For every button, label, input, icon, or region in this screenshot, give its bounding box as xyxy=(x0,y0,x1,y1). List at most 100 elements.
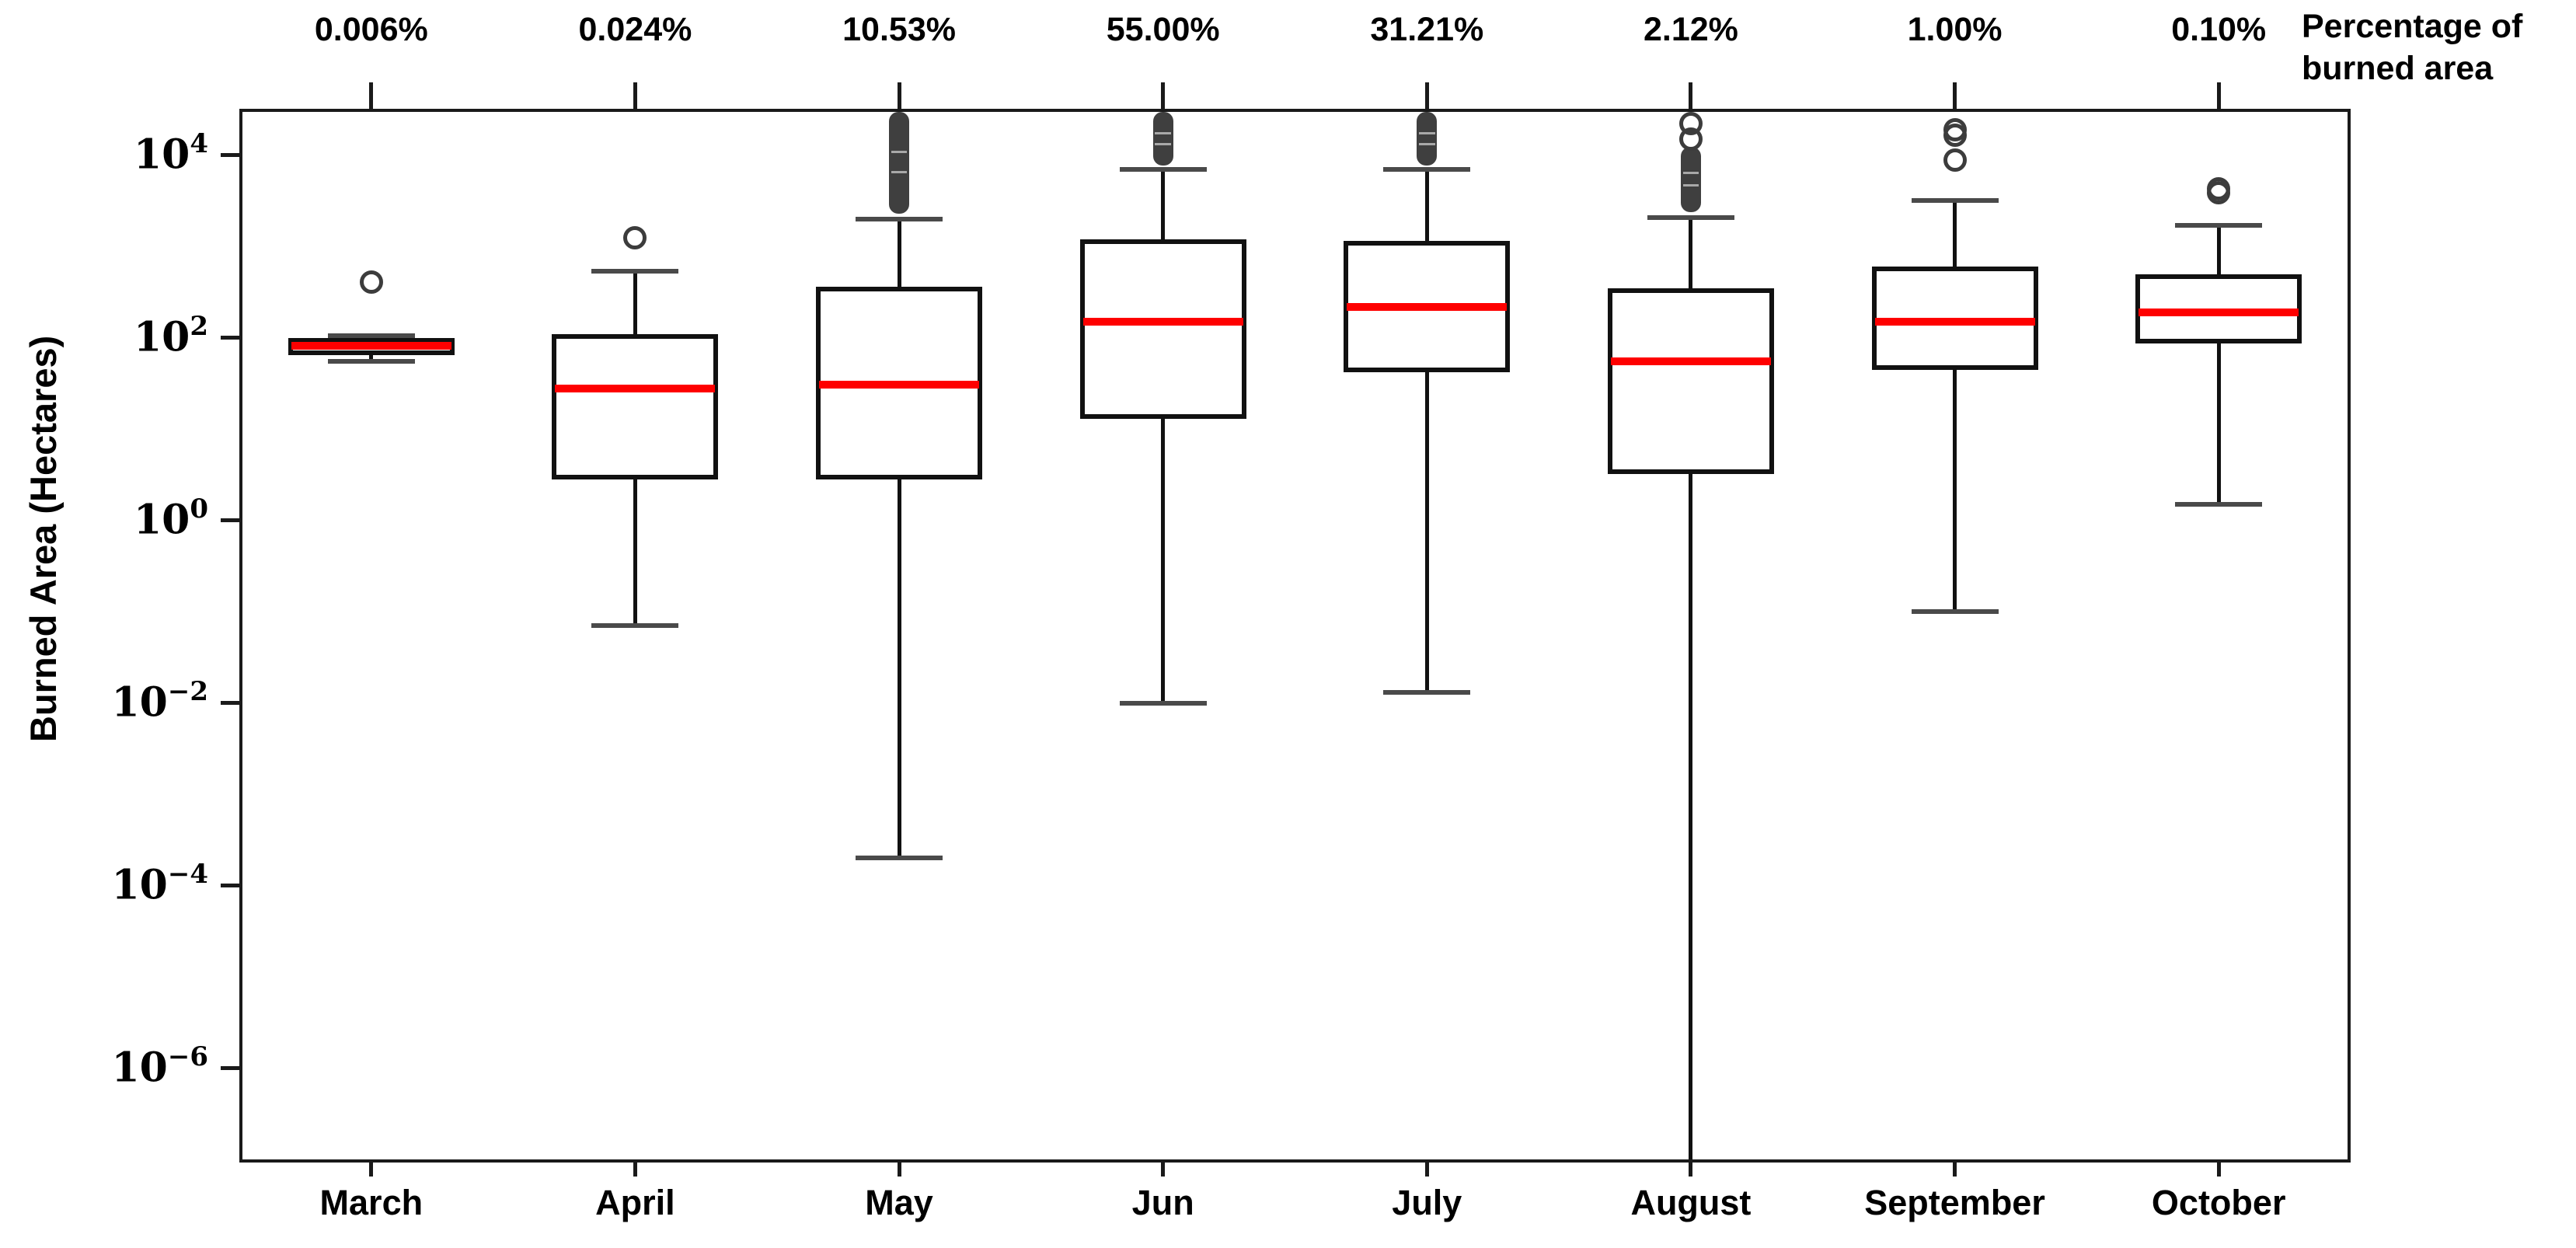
outlier-point xyxy=(1678,127,1703,152)
median-line xyxy=(1347,302,1508,311)
upper-whisker-cap xyxy=(2175,223,2263,228)
cluster-gap xyxy=(1155,142,1172,145)
upper-whisker xyxy=(897,219,901,288)
lower-whisker xyxy=(633,479,637,626)
y-tick xyxy=(221,153,239,158)
y-tick xyxy=(221,701,239,706)
upper-whisker xyxy=(1953,200,1957,267)
x-tick xyxy=(1689,1159,1693,1177)
outlier-cluster xyxy=(1152,111,1173,166)
lower-whisker xyxy=(2216,343,2221,505)
median-line xyxy=(2139,309,2299,317)
median-line xyxy=(555,384,716,392)
lower-whisker xyxy=(1689,474,1693,1159)
x-tick xyxy=(1953,1159,1957,1177)
x-tick xyxy=(369,1159,374,1177)
y-tick-label: 102 xyxy=(133,310,208,361)
outlier-cluster xyxy=(889,111,910,214)
y-tick-label: 10−6 xyxy=(111,1041,208,1091)
outlier-point xyxy=(1943,148,1967,173)
x-tick xyxy=(2216,1159,2221,1177)
x-tick-label-august: August xyxy=(1630,1183,1752,1222)
cluster-gap xyxy=(1418,142,1435,145)
outlier-cluster xyxy=(1680,146,1701,212)
iqr-box xyxy=(1079,239,1246,419)
lower-whisker xyxy=(1953,369,1957,612)
upper-whisker-cap xyxy=(1647,214,1734,220)
percent-label: 0.10% xyxy=(2171,11,2267,48)
lower-whisker-cap xyxy=(591,623,679,629)
x-tick-label-april: April xyxy=(595,1183,675,1222)
x-tick xyxy=(1161,1159,1166,1177)
x-tick xyxy=(897,1159,901,1177)
y-tick xyxy=(221,518,239,523)
percent-label: 0.024% xyxy=(578,11,692,48)
lower-whisker-cap xyxy=(1383,690,1471,695)
outlier-point xyxy=(1943,124,1967,148)
cluster-gap xyxy=(1418,131,1435,134)
upper-whisker-cap xyxy=(1383,167,1471,173)
upper-whisker-cap xyxy=(1911,198,1999,204)
x-tick xyxy=(1424,1159,1429,1177)
outlier-point xyxy=(2207,180,2231,204)
upper-whisker xyxy=(1424,169,1429,242)
percent-label: 2.12% xyxy=(1643,11,1738,48)
percent-tick xyxy=(369,82,374,109)
outlier-point xyxy=(359,270,383,294)
iqr-box xyxy=(1607,288,1774,475)
percent-tick xyxy=(897,82,901,109)
outlier-point xyxy=(623,225,647,249)
cluster-gap xyxy=(1682,171,1699,174)
median-line xyxy=(1082,318,1243,326)
percent-label: 10.53% xyxy=(842,11,956,48)
upper-whisker-cap xyxy=(591,268,679,274)
y-tick xyxy=(221,884,239,888)
x-tick-label-september: September xyxy=(1864,1183,2045,1222)
percent-label: 0.006% xyxy=(314,11,428,48)
upper-whisker-cap xyxy=(1119,167,1207,173)
lower-whisker-cap xyxy=(1911,609,1999,615)
lower-whisker-cap xyxy=(856,856,943,861)
x-tick xyxy=(633,1159,637,1177)
x-tick-label-may: May xyxy=(865,1183,933,1222)
upper-whisker xyxy=(1161,169,1166,240)
percent-tick xyxy=(1953,82,1957,109)
percent-label: 1.00% xyxy=(1907,11,2003,48)
percent-tick xyxy=(633,82,637,109)
percent-label: 55.00% xyxy=(1106,11,1220,48)
lower-whisker-cap xyxy=(1119,700,1207,706)
percent-tick xyxy=(1689,82,1693,109)
y-tick-label: 104 xyxy=(133,127,208,179)
x-tick-label-october: October xyxy=(2151,1183,2286,1222)
x-tick-label-march: March xyxy=(319,1183,424,1222)
percentage-legend-line1: Percentage of xyxy=(2302,8,2523,45)
upper-whisker xyxy=(2216,225,2221,274)
x-tick-label-july: July xyxy=(1392,1183,1462,1222)
upper-whisker xyxy=(1689,217,1693,288)
y-axis-title: Burned Area (Hectares) xyxy=(23,335,64,742)
percent-tick xyxy=(1424,82,1429,109)
median-line xyxy=(1610,357,1771,366)
y-tick-label: 10−4 xyxy=(111,858,208,908)
iqr-box xyxy=(552,333,719,480)
cluster-gap xyxy=(891,150,908,153)
percent-tick xyxy=(1161,82,1166,109)
cluster-gap xyxy=(1682,184,1699,187)
y-tick-label: 10−2 xyxy=(111,675,208,726)
plot-frame xyxy=(239,109,2351,1163)
lower-whisker-cap xyxy=(2175,502,2263,507)
lower-whisker xyxy=(897,479,901,859)
percent-label: 31.21% xyxy=(1370,11,1484,48)
y-tick-label: 100 xyxy=(133,493,208,544)
upper-whisker-cap xyxy=(856,217,943,221)
cluster-gap xyxy=(1155,131,1172,134)
cluster-gap xyxy=(891,170,908,173)
percent-tick xyxy=(2216,82,2221,109)
lower-whisker xyxy=(369,354,374,362)
median-line xyxy=(1874,318,2035,326)
y-tick xyxy=(221,1066,239,1071)
lower-whisker-cap xyxy=(327,359,415,364)
upper-whisker xyxy=(633,270,637,334)
lower-whisker xyxy=(1161,418,1166,703)
